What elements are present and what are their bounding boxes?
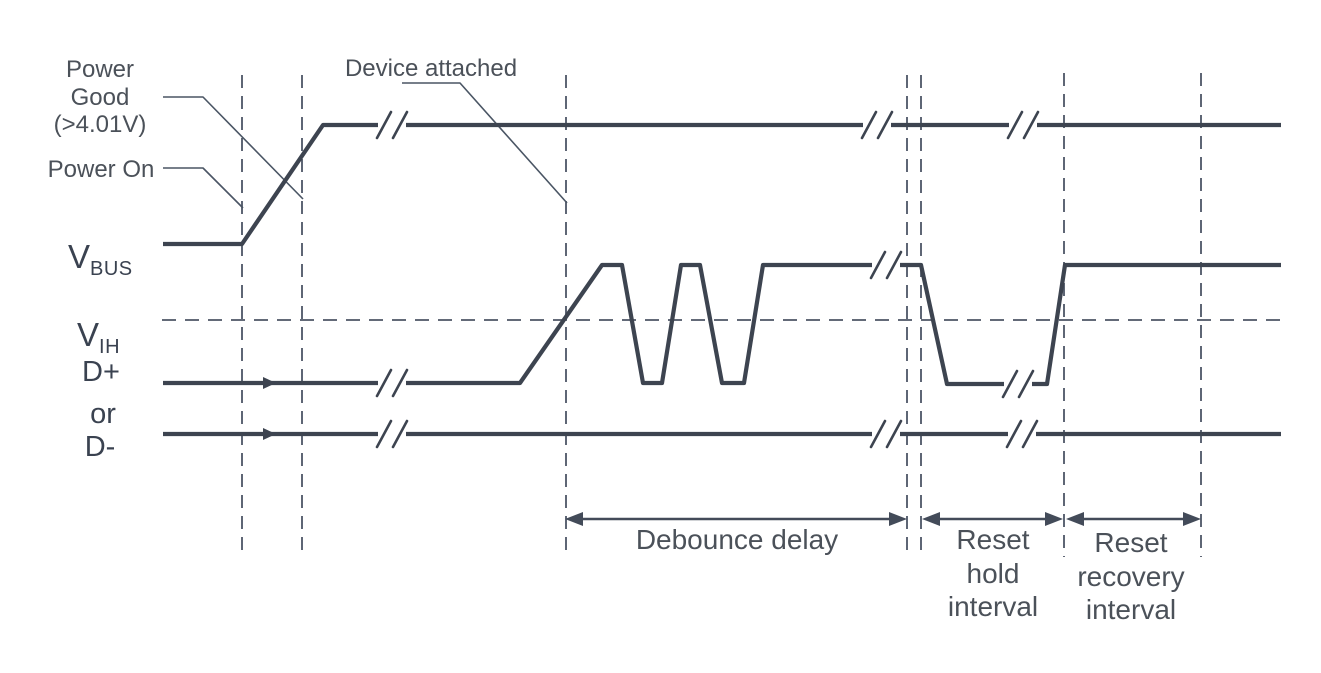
power-good-leader-line [163,96,304,200]
debounce-delay-arrow [565,512,907,526]
vbus-symbol: V [68,238,91,275]
vih-subscript: IH [99,336,121,358]
reset-recovery-interval-label: Reset recovery interval [1077,527,1185,625]
dplus-waveform [163,262,1281,387]
device-attached-leader-line [402,82,568,204]
dplus-direction-arrow-icon [263,377,276,389]
break-gaps [378,120,1037,439]
data-or-label: or [90,398,116,430]
power-good-label: Power Good (>4.01V) [53,56,147,138]
vbus-label: VBUS [68,220,133,281]
vbus-waveform [163,122,1281,247]
vbus-subscript: BUS [90,258,133,280]
arrow-left-head-icon [565,512,583,526]
arrow-right-head-icon [889,512,907,526]
reset-hold-arrow [922,512,1063,526]
power-on-label: Power On [47,156,155,183]
dplus-label: D+ [82,356,120,388]
vih-label: VIH [77,298,120,359]
debounce-delay-label: Debounce delay [635,524,839,555]
arrow-right-head-icon [1045,512,1063,526]
arrow-right-head-icon [1183,512,1201,526]
power-on-leader-line [163,167,244,209]
arrow-left-head-icon [922,512,940,526]
dminus-direction-arrow-icon [263,428,276,440]
vih-symbol: V [77,316,100,353]
dminus-label: D- [84,431,116,463]
device-attached-label: Device attached [344,55,518,82]
break-slash-marks [375,110,1040,449]
reset-hold-interval-label: Reset hold interval [947,524,1039,622]
reset-recovery-arrow [1066,512,1201,526]
arrow-left-head-icon [1066,512,1084,526]
